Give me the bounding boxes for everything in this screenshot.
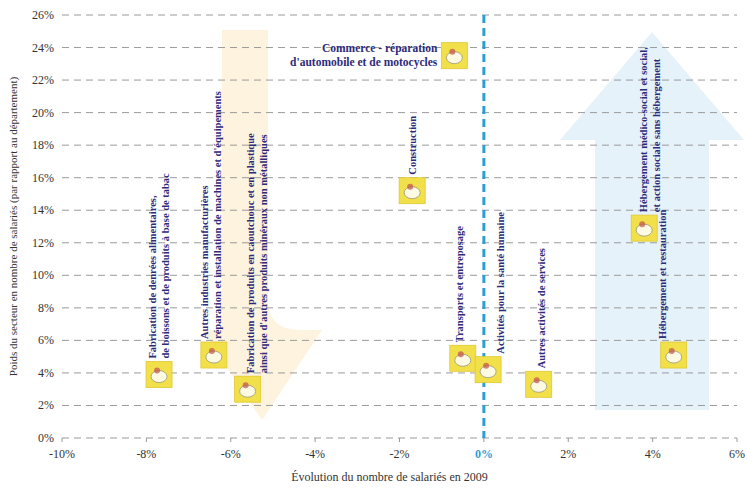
marks [146, 43, 687, 403]
x-tick-mark [230, 438, 231, 442]
point-icon [146, 362, 172, 388]
y-tick-label: 2% [38, 398, 54, 412]
point-label: Autres industries manufacturières [199, 185, 210, 339]
y-tick-label: 20% [32, 106, 54, 120]
x-tick-label: -8% [136, 447, 156, 461]
icon-detail [209, 348, 215, 354]
grid-line [62, 145, 737, 146]
y-tick-label: 26% [32, 8, 54, 22]
y-tick-label: 16% [32, 171, 54, 185]
y-tick-label: 10% [32, 268, 54, 282]
point-labels: Fabrication de denrées alimentaires,de b… [147, 42, 668, 374]
x-tick-label: 2% [560, 447, 576, 461]
point-label: Commerce - réparation [322, 42, 438, 55]
decor-arrow-up [560, 32, 744, 410]
icon-detail [639, 221, 645, 227]
point-label: Autres activités de services [536, 248, 547, 368]
point-label: Hébergement médico-social et social, [638, 47, 649, 212]
point-icon [441, 43, 467, 69]
x-axis-title: Évolution du nombre de salariés en 2009 [291, 470, 488, 484]
y-tick-label: 6% [38, 333, 54, 347]
x-tick-mark [568, 438, 569, 442]
icon-detail [483, 363, 489, 369]
y-tick-label: 8% [38, 301, 54, 315]
x-tick-mark [483, 438, 484, 442]
y-tick-label: 18% [32, 138, 54, 152]
chart: 0% 2% 4% 6% 8% 10% 12% 14% 16% 18% 20% 22% 24% 26% -10… [0, 0, 747, 491]
point-icon [631, 215, 657, 241]
icon-detail [669, 348, 675, 354]
x-tick-mark [652, 438, 653, 442]
icon-detail [154, 368, 160, 374]
point-label: Hébergement et restauration [657, 210, 668, 339]
point-icon [526, 371, 552, 397]
x-tick-label: -10% [49, 447, 75, 461]
point-label: Activités pour la santé humaine [495, 212, 506, 354]
point-icon [235, 376, 261, 402]
point-icon [450, 345, 476, 371]
point-label: Transports et entreposage [454, 226, 465, 343]
y-tick-label: 12% [32, 236, 54, 250]
x-tick-mark [315, 438, 316, 442]
point-label: Fabrication de produits en caoutchouc et… [245, 133, 256, 373]
x-tick-label: -6% [221, 447, 241, 461]
x-tick-mark [62, 438, 63, 442]
grid-line [62, 405, 737, 406]
y-tick-label: 0% [38, 431, 54, 445]
point-label: ainsi que d'autres produits minéraux non… [258, 134, 269, 373]
point-icon [399, 178, 425, 204]
point-icon [201, 342, 227, 368]
x-tick-label: -2% [390, 447, 410, 461]
icon-detail [243, 382, 249, 388]
point-icon [475, 357, 501, 383]
x-tick-label: -4% [305, 447, 325, 461]
icon-detail [534, 377, 540, 383]
point-label: réparation et installation de machines e… [212, 91, 223, 339]
y-tick-label: 22% [32, 73, 54, 87]
grid-line [62, 15, 737, 16]
point-label: d'automobile et de motocycles [290, 56, 438, 69]
x-tick-label: 6% [729, 447, 745, 461]
icon-detail [407, 184, 413, 190]
point-label: Fabrication de denrées alimentaires, [147, 195, 158, 358]
x-tick-label: 0% [475, 447, 493, 461]
icon-detail [458, 351, 464, 357]
x-tick-label: 4% [645, 447, 661, 461]
x-tick-mark [737, 438, 738, 442]
y-axis-title: Poids du secteur en nombre de salariés (… [7, 77, 20, 377]
x-tick-mark [399, 438, 400, 442]
x-tick-mark [146, 438, 147, 442]
grid-line [62, 80, 737, 81]
y-tick-label: 24% [32, 41, 54, 55]
grid [62, 15, 737, 438]
y-tick-label: 14% [32, 203, 54, 217]
point-label: Construction [407, 116, 418, 175]
grid-line [62, 112, 737, 113]
point-icon [661, 342, 687, 368]
y-tick-label: 4% [38, 366, 54, 380]
icon-detail [449, 49, 455, 55]
point-label: et action sociale sans hébergement [651, 58, 662, 212]
point-label: de boissons et de produits à base de tab… [160, 173, 171, 359]
